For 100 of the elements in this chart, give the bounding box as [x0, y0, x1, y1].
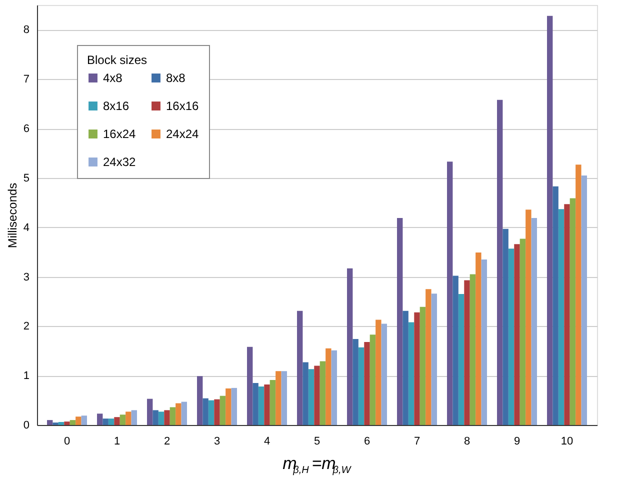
- x-tick-label: 7: [414, 436, 420, 448]
- legend-label: 24x24: [166, 127, 200, 141]
- bar: [202, 398, 208, 425]
- x-tick-label: 3: [214, 436, 220, 448]
- legend-title: Block sizes: [87, 53, 148, 67]
- y-tick-label: 0: [23, 420, 30, 432]
- y-tick-label: 2: [23, 320, 30, 333]
- bar: [576, 164, 582, 425]
- bar: [308, 369, 314, 425]
- bar: [326, 348, 332, 425]
- bar: [258, 386, 264, 425]
- y-tick-label: 8: [23, 24, 30, 36]
- bar: [376, 320, 382, 425]
- bar: [420, 306, 426, 425]
- bar: [347, 268, 353, 425]
- x-tick-label: 1: [114, 436, 120, 448]
- bar: [552, 186, 558, 425]
- bar: [520, 238, 526, 425]
- bar: [331, 350, 337, 425]
- bar: [231, 388, 237, 425]
- bar: [458, 294, 464, 425]
- x-tick-label: 10: [560, 436, 574, 448]
- bar: [64, 422, 70, 425]
- bar: [76, 416, 82, 425]
- y-tick-label: 1: [23, 370, 30, 382]
- bar: [514, 244, 520, 425]
- y-tick-label: 6: [23, 123, 30, 136]
- x-tick-label: 5: [314, 436, 320, 448]
- bar: [402, 310, 408, 425]
- bar: [452, 276, 458, 425]
- bar: [147, 398, 153, 425]
- bar: [297, 310, 303, 425]
- bar: [320, 361, 326, 425]
- bar: [214, 399, 220, 425]
- bar: [397, 218, 403, 425]
- bar: [58, 422, 64, 425]
- bar: [181, 402, 187, 425]
- bar: [81, 416, 87, 425]
- bar: [276, 371, 282, 425]
- bar: [502, 228, 508, 425]
- bar: [547, 16, 553, 425]
- x-tick-label: 4: [264, 436, 270, 448]
- bar: [114, 417, 120, 425]
- y-tick-label: 5: [23, 172, 30, 184]
- bar: [220, 396, 226, 425]
- bar: [270, 380, 276, 425]
- bar: [108, 418, 114, 425]
- x-tick-label: 8: [464, 436, 470, 448]
- x-tick-label: 0: [64, 436, 70, 448]
- bar: [102, 418, 108, 425]
- x-tick-label: 2: [164, 436, 170, 448]
- bar: [170, 407, 176, 425]
- bar: [226, 388, 232, 425]
- bar: [97, 414, 103, 425]
- bar: [152, 410, 158, 425]
- bar: [497, 100, 503, 425]
- y-tick-label: 7: [23, 74, 30, 86]
- bar: [131, 410, 137, 425]
- y-axis-title: Milliseconds: [5, 182, 20, 248]
- bar: [126, 412, 132, 425]
- bar: [470, 274, 476, 425]
- bar: [120, 414, 126, 425]
- bar: [164, 410, 170, 425]
- bar: [408, 322, 414, 425]
- bar: [252, 383, 258, 425]
- bar: [247, 346, 253, 425]
- legend-label: 24x32: [103, 155, 136, 169]
- bar: [314, 366, 320, 425]
- bar: [158, 412, 164, 425]
- bar: [358, 347, 364, 425]
- bar: [431, 294, 437, 425]
- bar: [570, 198, 576, 425]
- bar: [370, 334, 376, 425]
- bar: [564, 204, 570, 425]
- bar: [558, 209, 564, 425]
- bar: [476, 252, 482, 425]
- bar: [176, 403, 182, 425]
- bar: [464, 280, 470, 425]
- bar: [526, 210, 532, 425]
- bar: [208, 400, 214, 425]
- bar: [264, 384, 270, 425]
- bar: [70, 420, 76, 425]
- x-tick-label: 6: [364, 436, 370, 448]
- bar: [414, 312, 420, 425]
- bar: [426, 289, 432, 425]
- bar: [197, 376, 203, 425]
- bar: [381, 324, 387, 425]
- y-tick-label: 4: [23, 222, 30, 234]
- bar: [481, 259, 487, 425]
- bar: [47, 420, 53, 425]
- bar: [581, 175, 587, 425]
- bar: [281, 371, 287, 425]
- legend-label: 16x16: [166, 99, 200, 113]
- x-tick-label: 9: [514, 436, 520, 448]
- bar: [364, 342, 370, 425]
- legend-label: 16x24: [103, 127, 136, 141]
- bar: [508, 248, 514, 425]
- bar: [302, 362, 308, 425]
- bar: [352, 339, 358, 425]
- bar: [531, 218, 537, 425]
